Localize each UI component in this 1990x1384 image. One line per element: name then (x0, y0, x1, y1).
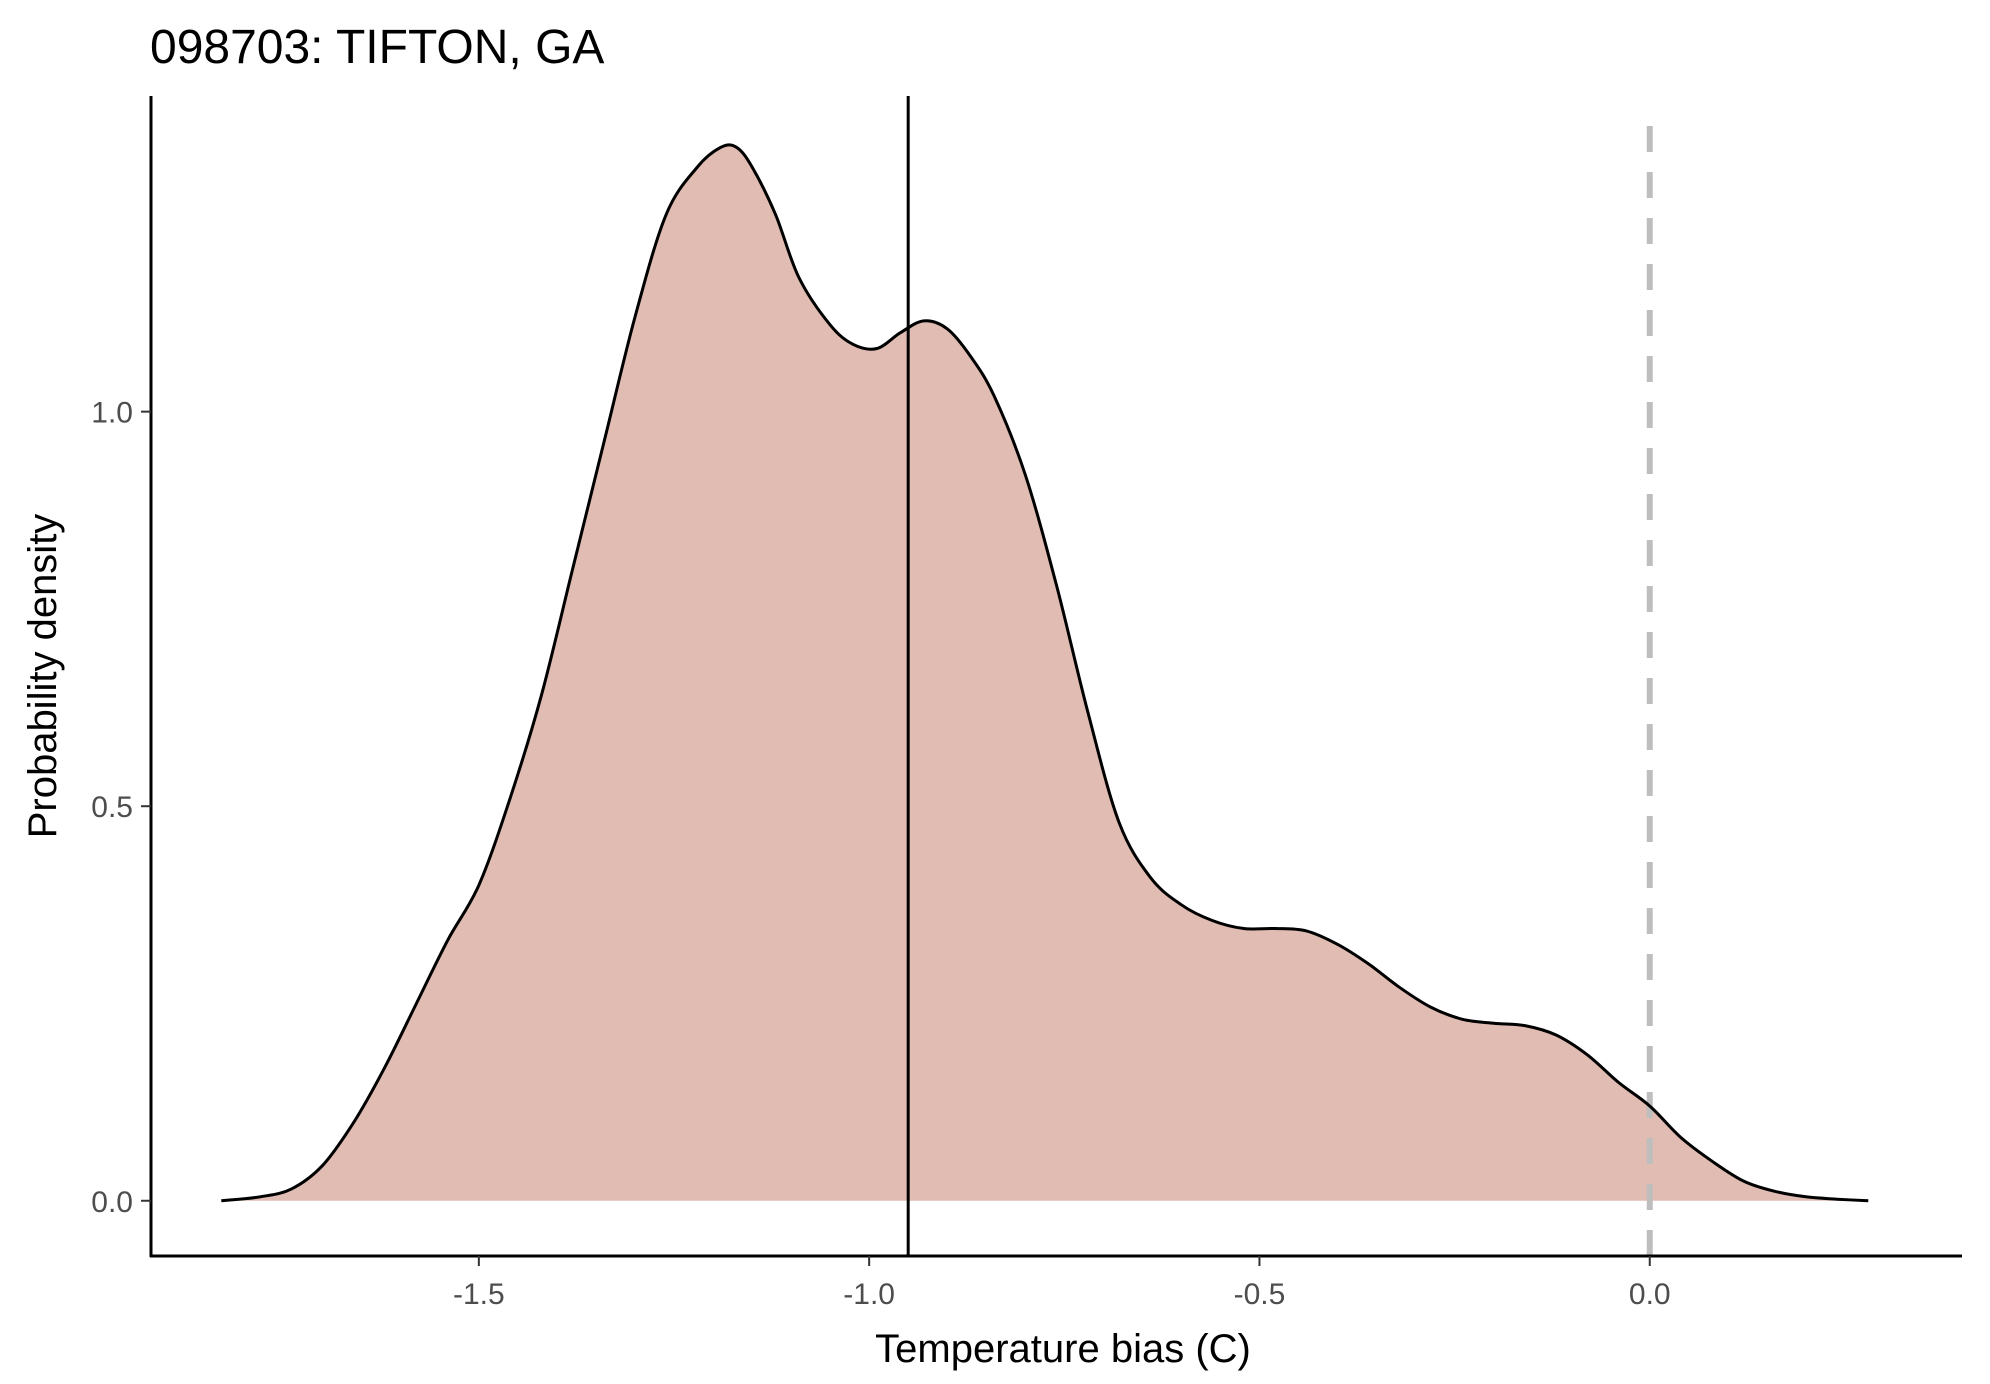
y-axis-title: Probability density (21, 514, 65, 839)
y-tick-label: 1.0 (91, 397, 133, 430)
y-axis-ticks: 0.0 0.5 1.0 (91, 397, 151, 1219)
x-tick-label: 0.0 (1629, 1278, 1671, 1311)
y-tick-label: 0.0 (91, 1186, 133, 1219)
chart-title: 098703: TIFTON, GA (150, 21, 604, 74)
plot-area (221, 96, 1869, 1256)
x-tick-label: -1.0 (843, 1278, 895, 1311)
x-tick-label: -1.5 (453, 1278, 505, 1311)
density-area (221, 144, 1869, 1201)
density-curve (221, 143, 1869, 1203)
x-tick-label: -0.5 (1234, 1278, 1286, 1311)
y-tick-label: 0.5 (91, 791, 133, 824)
x-axis-title: Temperature bias (C) (875, 1327, 1251, 1371)
x-axis-ticks: -1.5 -1.0 -0.5 0.0 (453, 1256, 1671, 1311)
